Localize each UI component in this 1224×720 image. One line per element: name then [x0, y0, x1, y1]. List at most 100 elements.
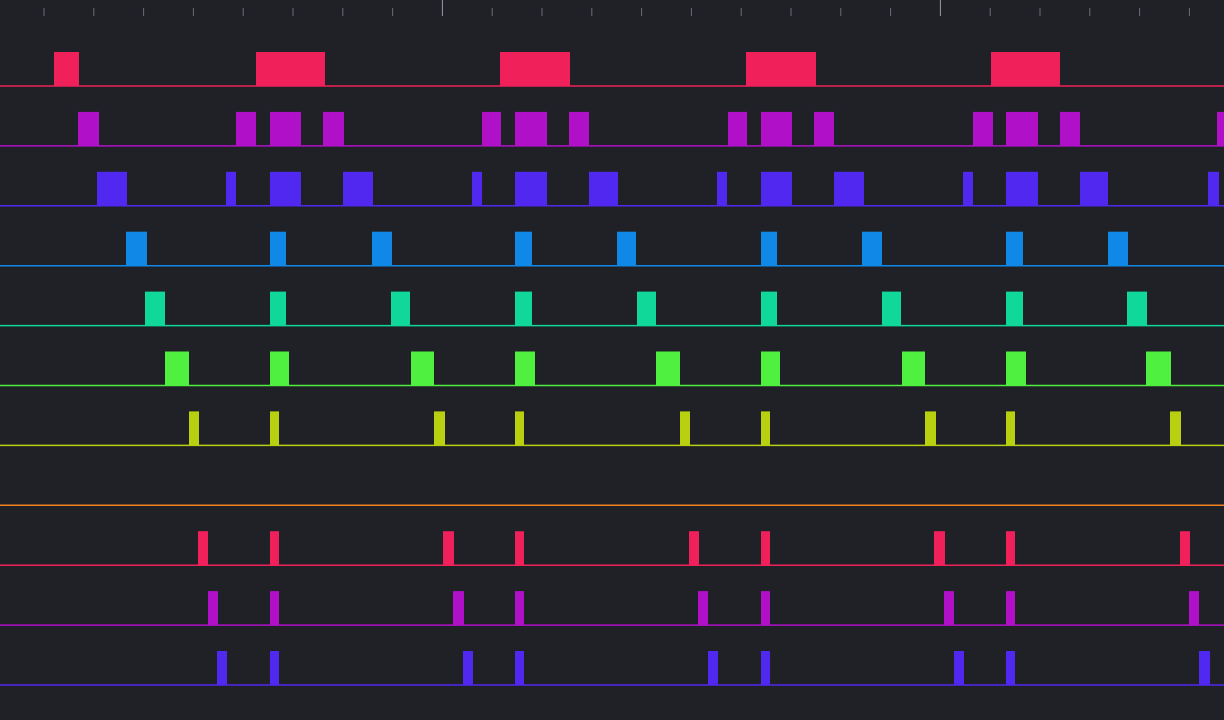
pulse — [270, 291, 286, 326]
pulse — [1006, 111, 1038, 146]
pulse — [761, 171, 792, 206]
pulse — [954, 651, 964, 685]
pulse — [270, 591, 279, 626]
pulse — [270, 231, 286, 266]
pulse — [515, 111, 547, 146]
pulse — [443, 531, 454, 566]
pulse — [515, 231, 532, 266]
pulse — [761, 351, 780, 386]
pulse — [515, 531, 524, 566]
pulse — [1170, 411, 1181, 446]
channel-trace — [0, 651, 1224, 686]
pulse — [1127, 291, 1147, 326]
pulse — [761, 231, 777, 266]
pulse — [411, 351, 434, 386]
pulse — [708, 651, 718, 685]
pulse — [991, 52, 1060, 86]
pulse — [728, 111, 747, 146]
pulse — [761, 651, 770, 685]
pulse — [453, 591, 464, 626]
pulse — [862, 231, 882, 266]
pulse — [208, 591, 218, 626]
pulse — [834, 171, 864, 206]
pulse — [1189, 591, 1199, 626]
pulse — [1080, 171, 1108, 206]
pulse — [256, 52, 325, 86]
pulse — [1208, 171, 1219, 206]
pulse — [515, 591, 524, 626]
pulse — [145, 291, 165, 326]
channel-trace — [0, 171, 1224, 207]
pulse — [1006, 171, 1038, 206]
pulse — [270, 411, 279, 446]
pulse — [1108, 231, 1128, 266]
traces — [0, 52, 1224, 686]
pulse — [944, 591, 954, 626]
pulse — [1199, 651, 1210, 685]
pulse — [1006, 531, 1015, 566]
pulse — [1006, 591, 1015, 626]
pulse — [814, 111, 834, 146]
pulse — [1060, 111, 1080, 146]
pulse — [372, 231, 392, 266]
pulse — [1006, 231, 1023, 266]
pulse — [165, 351, 189, 386]
channel-trace — [0, 411, 1224, 447]
pulse — [637, 291, 656, 326]
pulse — [1146, 351, 1171, 386]
pulse — [1217, 111, 1224, 146]
pulse — [746, 52, 816, 86]
pulse — [189, 411, 199, 446]
pulse — [761, 291, 777, 326]
pulse — [97, 171, 127, 206]
pulse — [343, 171, 373, 206]
pulse — [472, 171, 482, 206]
pulse — [761, 111, 792, 146]
pulse — [761, 411, 770, 446]
channel-trace — [0, 591, 1224, 626]
pulse — [717, 171, 727, 206]
time-ruler — [43, 0, 1190, 16]
pulse — [515, 351, 535, 386]
channel-trace — [0, 111, 1224, 147]
pulse — [963, 171, 973, 206]
pulse — [680, 411, 690, 446]
pulse — [902, 351, 925, 386]
pulse — [882, 291, 901, 326]
channel-trace — [0, 231, 1224, 267]
pulse — [226, 171, 236, 206]
pulse — [761, 531, 770, 566]
pulse — [973, 111, 993, 146]
pulse — [500, 52, 570, 86]
pulse — [434, 411, 445, 446]
pulse — [569, 111, 589, 146]
pulse — [761, 591, 770, 626]
pulse — [698, 591, 708, 626]
pulse — [270, 171, 301, 206]
pulse — [1006, 411, 1015, 446]
channel-trace — [0, 531, 1224, 566]
pulse — [689, 531, 699, 566]
pulse — [617, 231, 636, 266]
pulse — [515, 291, 532, 326]
pulse — [270, 531, 279, 566]
pulse — [934, 531, 945, 566]
pulse — [463, 651, 473, 685]
pulse — [589, 171, 618, 206]
pulse — [656, 351, 680, 386]
pulse — [54, 52, 79, 86]
pulse — [515, 651, 524, 685]
pulse — [1006, 351, 1026, 386]
pulse — [217, 651, 227, 685]
pulse — [78, 111, 99, 146]
pulse — [482, 111, 501, 146]
pulse — [1180, 531, 1190, 566]
pulse — [515, 171, 547, 206]
pulse — [236, 111, 256, 146]
pulse — [198, 531, 208, 566]
pulse — [515, 411, 524, 446]
pulse — [323, 111, 344, 146]
pulse — [925, 411, 936, 446]
channel-trace — [0, 351, 1224, 387]
